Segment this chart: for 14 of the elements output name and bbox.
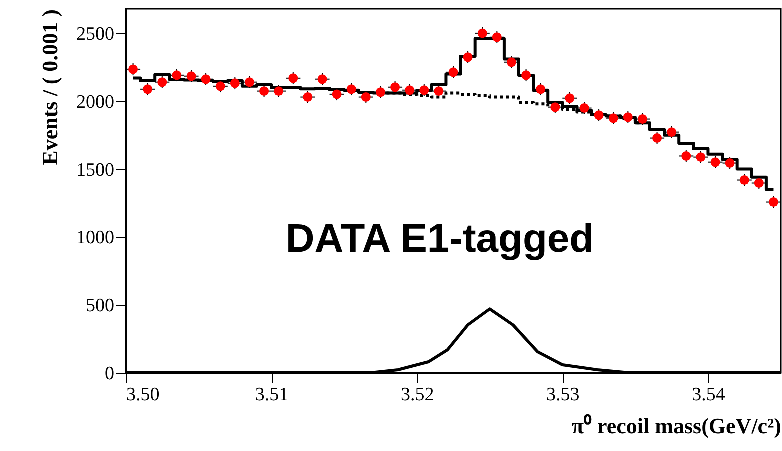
- x-tick-label: 3.51: [255, 384, 289, 406]
- x-axis-title: π⁰ recoil mass(GeV/c²): [572, 414, 782, 438]
- x-tick-label: 3.54: [692, 384, 726, 406]
- x-tick-label: 3.50: [126, 384, 160, 406]
- y-tick-label: 2500: [76, 24, 114, 45]
- x-tick-label: 3.53: [546, 384, 580, 406]
- y-tick-label: 500: [86, 296, 114, 317]
- annotation: DATA E1-tagged: [286, 217, 594, 261]
- y-tick-label: 1500: [76, 160, 114, 181]
- y-tick-label: 2000: [76, 92, 114, 113]
- x-tick-label: 3.52: [400, 384, 434, 406]
- y-tick-label: 1000: [76, 228, 114, 249]
- y-tick-label: 0: [105, 364, 114, 384]
- y-axis-title: Events / ( 0.001 ): [38, 10, 62, 166]
